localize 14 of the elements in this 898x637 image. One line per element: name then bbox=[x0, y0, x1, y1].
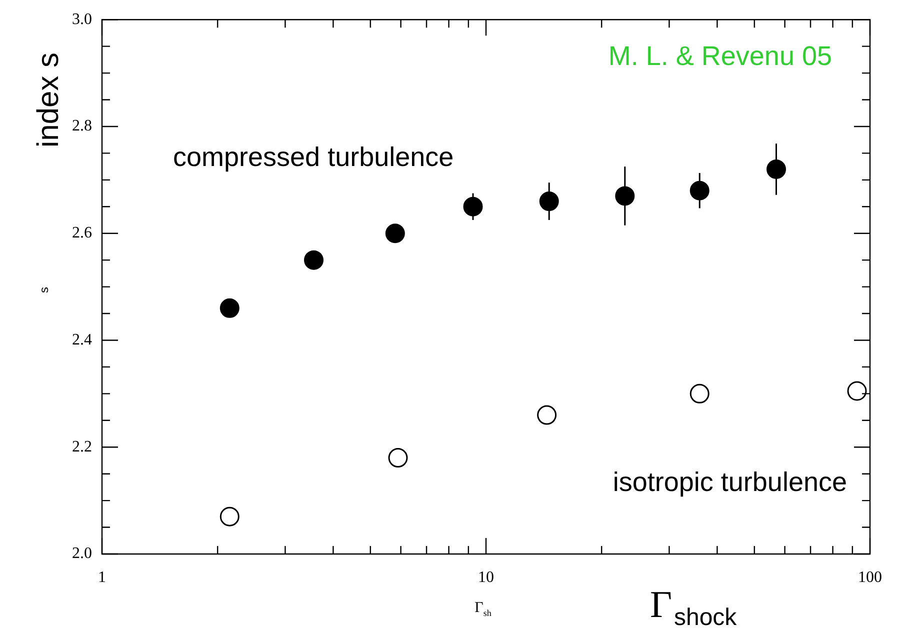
y-axis-title: index s bbox=[32, 52, 65, 148]
x-tick-label: 100 bbox=[858, 568, 882, 586]
y-tick-label: 2.2 bbox=[72, 438, 92, 456]
y-tick-label: 2.8 bbox=[72, 118, 92, 135]
x-tick-label: 1 bbox=[98, 568, 106, 586]
annotation: compressed turbulence bbox=[173, 142, 454, 172]
y-tick-label: 2.6 bbox=[72, 224, 92, 242]
y-tick-label: 3.0 bbox=[72, 10, 92, 28]
annotation: isotropic turbulence bbox=[612, 467, 848, 497]
text: s bbox=[37, 287, 51, 293]
y-tick-label: 2.0 bbox=[72, 545, 92, 562]
y-tick-label: 2.4 bbox=[72, 331, 92, 348]
annotation: M. L. & Revenu 05 bbox=[608, 41, 832, 71]
x-tick-label: 10 bbox=[478, 568, 494, 586]
